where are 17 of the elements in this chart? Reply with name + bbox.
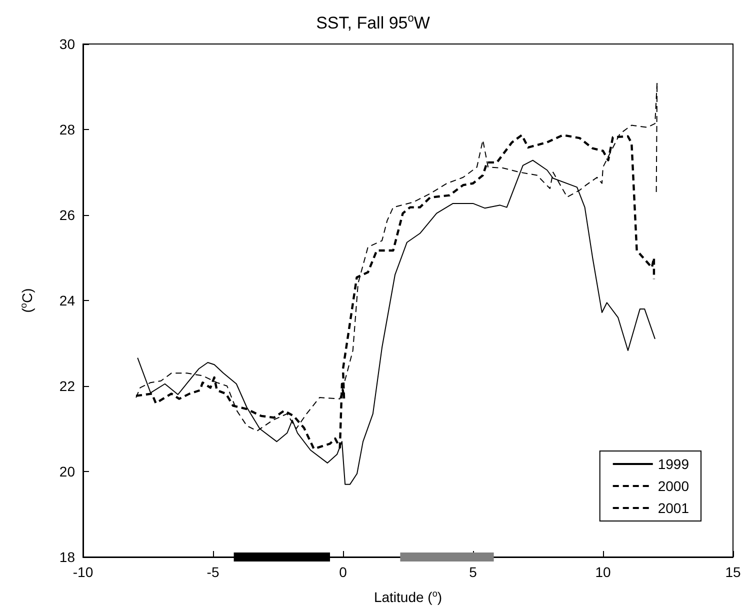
- y-tick-label: 24: [59, 292, 76, 308]
- x-tick-label: 0: [339, 564, 348, 580]
- x-tick-label: -10: [72, 564, 94, 580]
- x-tick-label: 5: [469, 564, 478, 580]
- x-tick-label: 10: [595, 564, 611, 580]
- y-axis-title: (oC): [18, 288, 35, 313]
- x-tick-label: -5: [206, 564, 220, 580]
- legend-label: 1999: [658, 456, 690, 472]
- y-tick-label: 22: [59, 378, 76, 394]
- y-tick-label: 28: [59, 122, 76, 138]
- y-tick-label: 26: [59, 207, 76, 223]
- x-tick-label: 15: [725, 564, 741, 580]
- legend-label: 2000: [658, 478, 690, 494]
- legend-label: 2001: [658, 500, 690, 516]
- y-tick-label: 20: [59, 464, 76, 480]
- y-tick-label: 30: [59, 36, 76, 52]
- y-tick-label: 18: [59, 549, 76, 565]
